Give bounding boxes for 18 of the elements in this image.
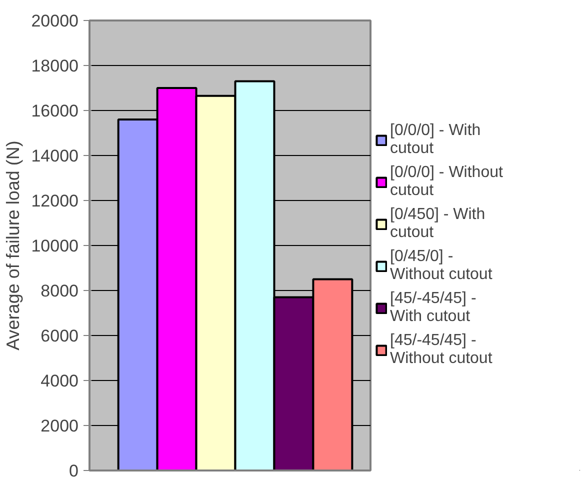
legend-label: [0/0/0] - With cutout bbox=[390, 122, 481, 158]
y-tick-label: 2000 bbox=[40, 416, 79, 436]
legend-label: [45/-45/45] - Without cutout bbox=[390, 332, 492, 368]
y-tick-label: 8000 bbox=[40, 282, 79, 300]
y-tick-label: 4000 bbox=[40, 372, 79, 390]
legend-label: [45/-45/45] - With cutout bbox=[390, 290, 476, 326]
y-tick-label: 20000 bbox=[31, 12, 79, 30]
y-tick-label: 18000 bbox=[31, 56, 79, 76]
legend-label: [0/450] - With cutout bbox=[390, 206, 486, 242]
y-tick-label: 10000 bbox=[31, 236, 79, 256]
y-axis-title: Average of failure load (N) bbox=[3, 140, 24, 350]
y-tick-label: 12000 bbox=[31, 192, 79, 210]
y-tick-label: 14000 bbox=[31, 146, 79, 166]
legend-label: [0/0/0] - Without cutout bbox=[390, 164, 503, 200]
y-tick-label: 16000 bbox=[31, 102, 79, 120]
y-tick-label: 0 bbox=[69, 462, 79, 480]
legend-label: [0/45/0] - Without cutout bbox=[390, 248, 492, 284]
y-tick-label: 6000 bbox=[40, 326, 79, 346]
